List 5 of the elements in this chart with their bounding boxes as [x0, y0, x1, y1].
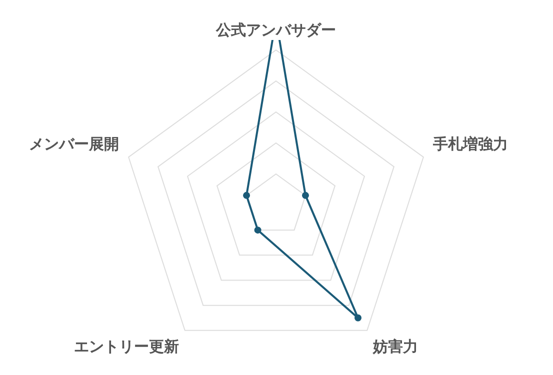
spoke-label: エントリー更新: [74, 337, 180, 356]
spoke-label: 手札増強力: [432, 134, 508, 153]
spoke-label: 妨害力: [372, 337, 418, 356]
spoke-label: メンバー展開: [29, 134, 120, 153]
spoke-label: 公式アンバサダー: [215, 20, 336, 39]
